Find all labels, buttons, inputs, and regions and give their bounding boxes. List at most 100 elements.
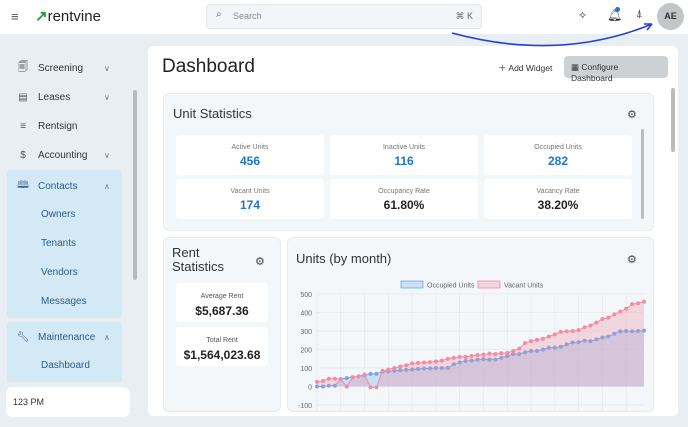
series-area: [317, 301, 644, 388]
data-point: [576, 328, 581, 333]
data-point: [588, 323, 593, 328]
data-point: [523, 350, 528, 355]
data-point: [493, 357, 498, 362]
data-point: [499, 351, 504, 356]
sidebar-item-rentsign[interactable]: ≡ Rentsign: [16, 116, 116, 136]
rocket-icon[interactable]: ⍋: [636, 8, 643, 20]
data-point: [594, 320, 599, 325]
data-point: [463, 354, 468, 359]
sidebar-item-label: Accounting: [38, 149, 88, 161]
data-point: [315, 379, 319, 384]
search-shortcut: ⌘ K: [455, 11, 473, 21]
main-scrollbar[interactable]: [671, 88, 675, 152]
data-point: [410, 361, 415, 366]
data-point: [540, 347, 545, 352]
data-point: [475, 357, 480, 362]
data-point: [374, 385, 379, 390]
stat-value: $5,687.36: [195, 304, 249, 318]
data-point: [416, 360, 421, 365]
y-tick-label: -100: [298, 403, 312, 410]
sidebar-scrollbar[interactable]: [133, 90, 137, 280]
data-point: [624, 306, 629, 311]
stat-label: Vacant Units: [230, 188, 270, 195]
data-point: [433, 359, 438, 364]
data-point: [618, 329, 623, 334]
sidebar-subitem-dashboard[interactable]: Dashboard: [41, 360, 90, 371]
data-point: [338, 377, 343, 382]
sidebar-item-leases[interactable]: ▤ Leases ∨: [16, 87, 116, 107]
widget-scrollbar[interactable]: [641, 129, 644, 219]
data-point: [517, 352, 522, 357]
wrench-icon: 🔧︎: [16, 331, 30, 343]
data-point: [636, 329, 641, 333]
y-tick-label: 400: [300, 311, 312, 318]
stat-label: Inactive Units: [382, 144, 426, 151]
widget-title: Units (by month): [296, 251, 392, 266]
sidebar-subitem-vendors[interactable]: Vendors: [41, 267, 78, 278]
data-point: [404, 367, 409, 372]
data-point: [534, 348, 539, 353]
dollar-icon: $: [20, 149, 26, 161]
sidebar-item-accounting[interactable]: $ Accounting ∨: [16, 145, 116, 165]
data-point: [320, 378, 325, 383]
widget-title: Unit Statistics: [173, 106, 252, 121]
stat-label: Occupied Units: [534, 144, 582, 151]
data-point: [356, 374, 361, 379]
data-point: [344, 376, 349, 381]
sidebar-item-screening[interactable]: 🗐︎ Screening ∨: [16, 58, 116, 78]
data-point: [463, 358, 468, 363]
stat-label: Active Units: [231, 144, 269, 151]
sidebar-subitem-owners[interactable]: Owners: [41, 209, 76, 220]
stat-value: 174: [239, 198, 261, 212]
sidebar-subitem-tenants[interactable]: Tenants: [41, 238, 77, 249]
bell-icon[interactable]: 🔔︎: [607, 7, 623, 22]
data-point: [487, 351, 492, 356]
data-point: [570, 340, 575, 345]
data-point: [600, 316, 605, 321]
stat-card: Occupied Units 282: [484, 135, 632, 175]
data-point: [493, 352, 498, 357]
data-point: [540, 336, 545, 341]
data-point: [517, 346, 522, 351]
add-widget-button[interactable]: ＋ Add Widget: [498, 62, 552, 74]
data-point: [320, 384, 325, 389]
sidebar-item-maintenance[interactable]: 🔧︎ Maintenance ∧: [16, 327, 116, 347]
sidebar-item-label: Leases: [38, 91, 71, 103]
gear-icon[interactable]: ⚙: [255, 256, 265, 268]
gear-icon[interactable]: ⚙: [627, 254, 637, 266]
data-point: [534, 337, 539, 342]
data-point: [445, 366, 450, 370]
search-icon: ⌕: [216, 9, 222, 20]
signature-icon: ≡: [20, 120, 26, 132]
search-input[interactable]: ⌕ Search ⌘ K: [206, 4, 482, 29]
data-point: [404, 363, 409, 368]
data-point: [451, 362, 456, 367]
search-placeholder: Search: [233, 11, 262, 21]
gear-icon[interactable]: ⚙: [627, 109, 637, 121]
average-rent-card: Average Rent $5,687.36: [176, 283, 268, 322]
stat-value: $1,564,023.68: [183, 348, 261, 362]
data-point: [552, 345, 557, 350]
configure-dashboard-button[interactable]: ▦ Configure Dashboard: [564, 56, 668, 83]
data-point: [582, 338, 587, 343]
sidebar-item-contacts[interactable]: 🕮︎ Contacts ∧: [16, 176, 116, 196]
document-search-icon: 🗐︎: [18, 61, 28, 73]
sparkle-icon[interactable]: ✧: [578, 10, 588, 22]
data-point: [457, 354, 462, 359]
legend-swatch: [400, 280, 424, 289]
data-point: [368, 385, 373, 390]
data-point: [594, 337, 599, 342]
data-point: [546, 345, 551, 350]
sidebar-subitem-messages[interactable]: Messages: [41, 296, 87, 307]
total-rent-card: Total Rent $1,564,023.68: [176, 327, 268, 366]
y-tick-label: 0: [308, 385, 312, 392]
data-point: [368, 371, 373, 376]
data-point: [422, 360, 427, 365]
sidebar-item-label: Maintenance: [38, 331, 96, 343]
y-tick-label: 100: [300, 366, 312, 373]
legend-label: Occupied Units: [427, 283, 475, 290]
data-point: [505, 350, 510, 355]
avatar[interactable]: AE: [657, 3, 684, 30]
logo[interactable]: ↗rentvine: [35, 7, 101, 25]
hamburger-menu-icon[interactable]: ≡: [11, 9, 19, 24]
